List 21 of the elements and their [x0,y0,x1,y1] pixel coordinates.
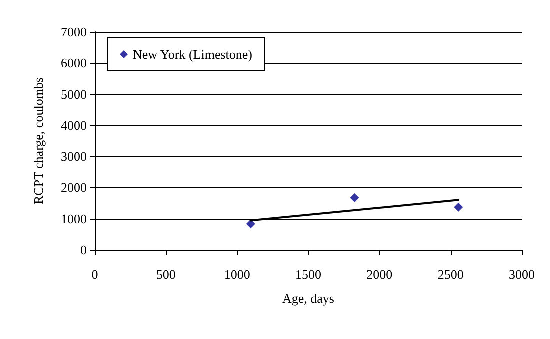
y-tick-label: 5000 [61,86,87,102]
x-tick-label: 1500 [296,267,322,282]
point [246,220,256,229]
y-tick-label: 7000 [61,24,87,40]
y-tick-label: 3000 [61,149,87,164]
point [454,202,464,212]
point [350,193,360,202]
y-tick-label: 4000 [61,118,87,133]
x-tick-label: 2500 [438,267,464,282]
legend-label: New York (Limestone) [133,47,253,62]
x-axis-title: Age, days [282,291,334,306]
x-tick-label: 2000 [366,267,393,282]
y-tick-label: 1000 [61,211,87,226]
y-tick-label: 0 [80,242,87,258]
x-tick-label: 3000 [509,267,535,282]
y-tick-label: 2000 [61,180,87,196]
x-tick-label: 0 [92,267,98,282]
y-tick-label: 6000 [61,56,87,71]
y-axis-title: RCPT charge, coulombs [31,78,46,204]
x-tick-label: 500 [156,267,176,282]
x-tick-label: 1000 [224,267,250,282]
